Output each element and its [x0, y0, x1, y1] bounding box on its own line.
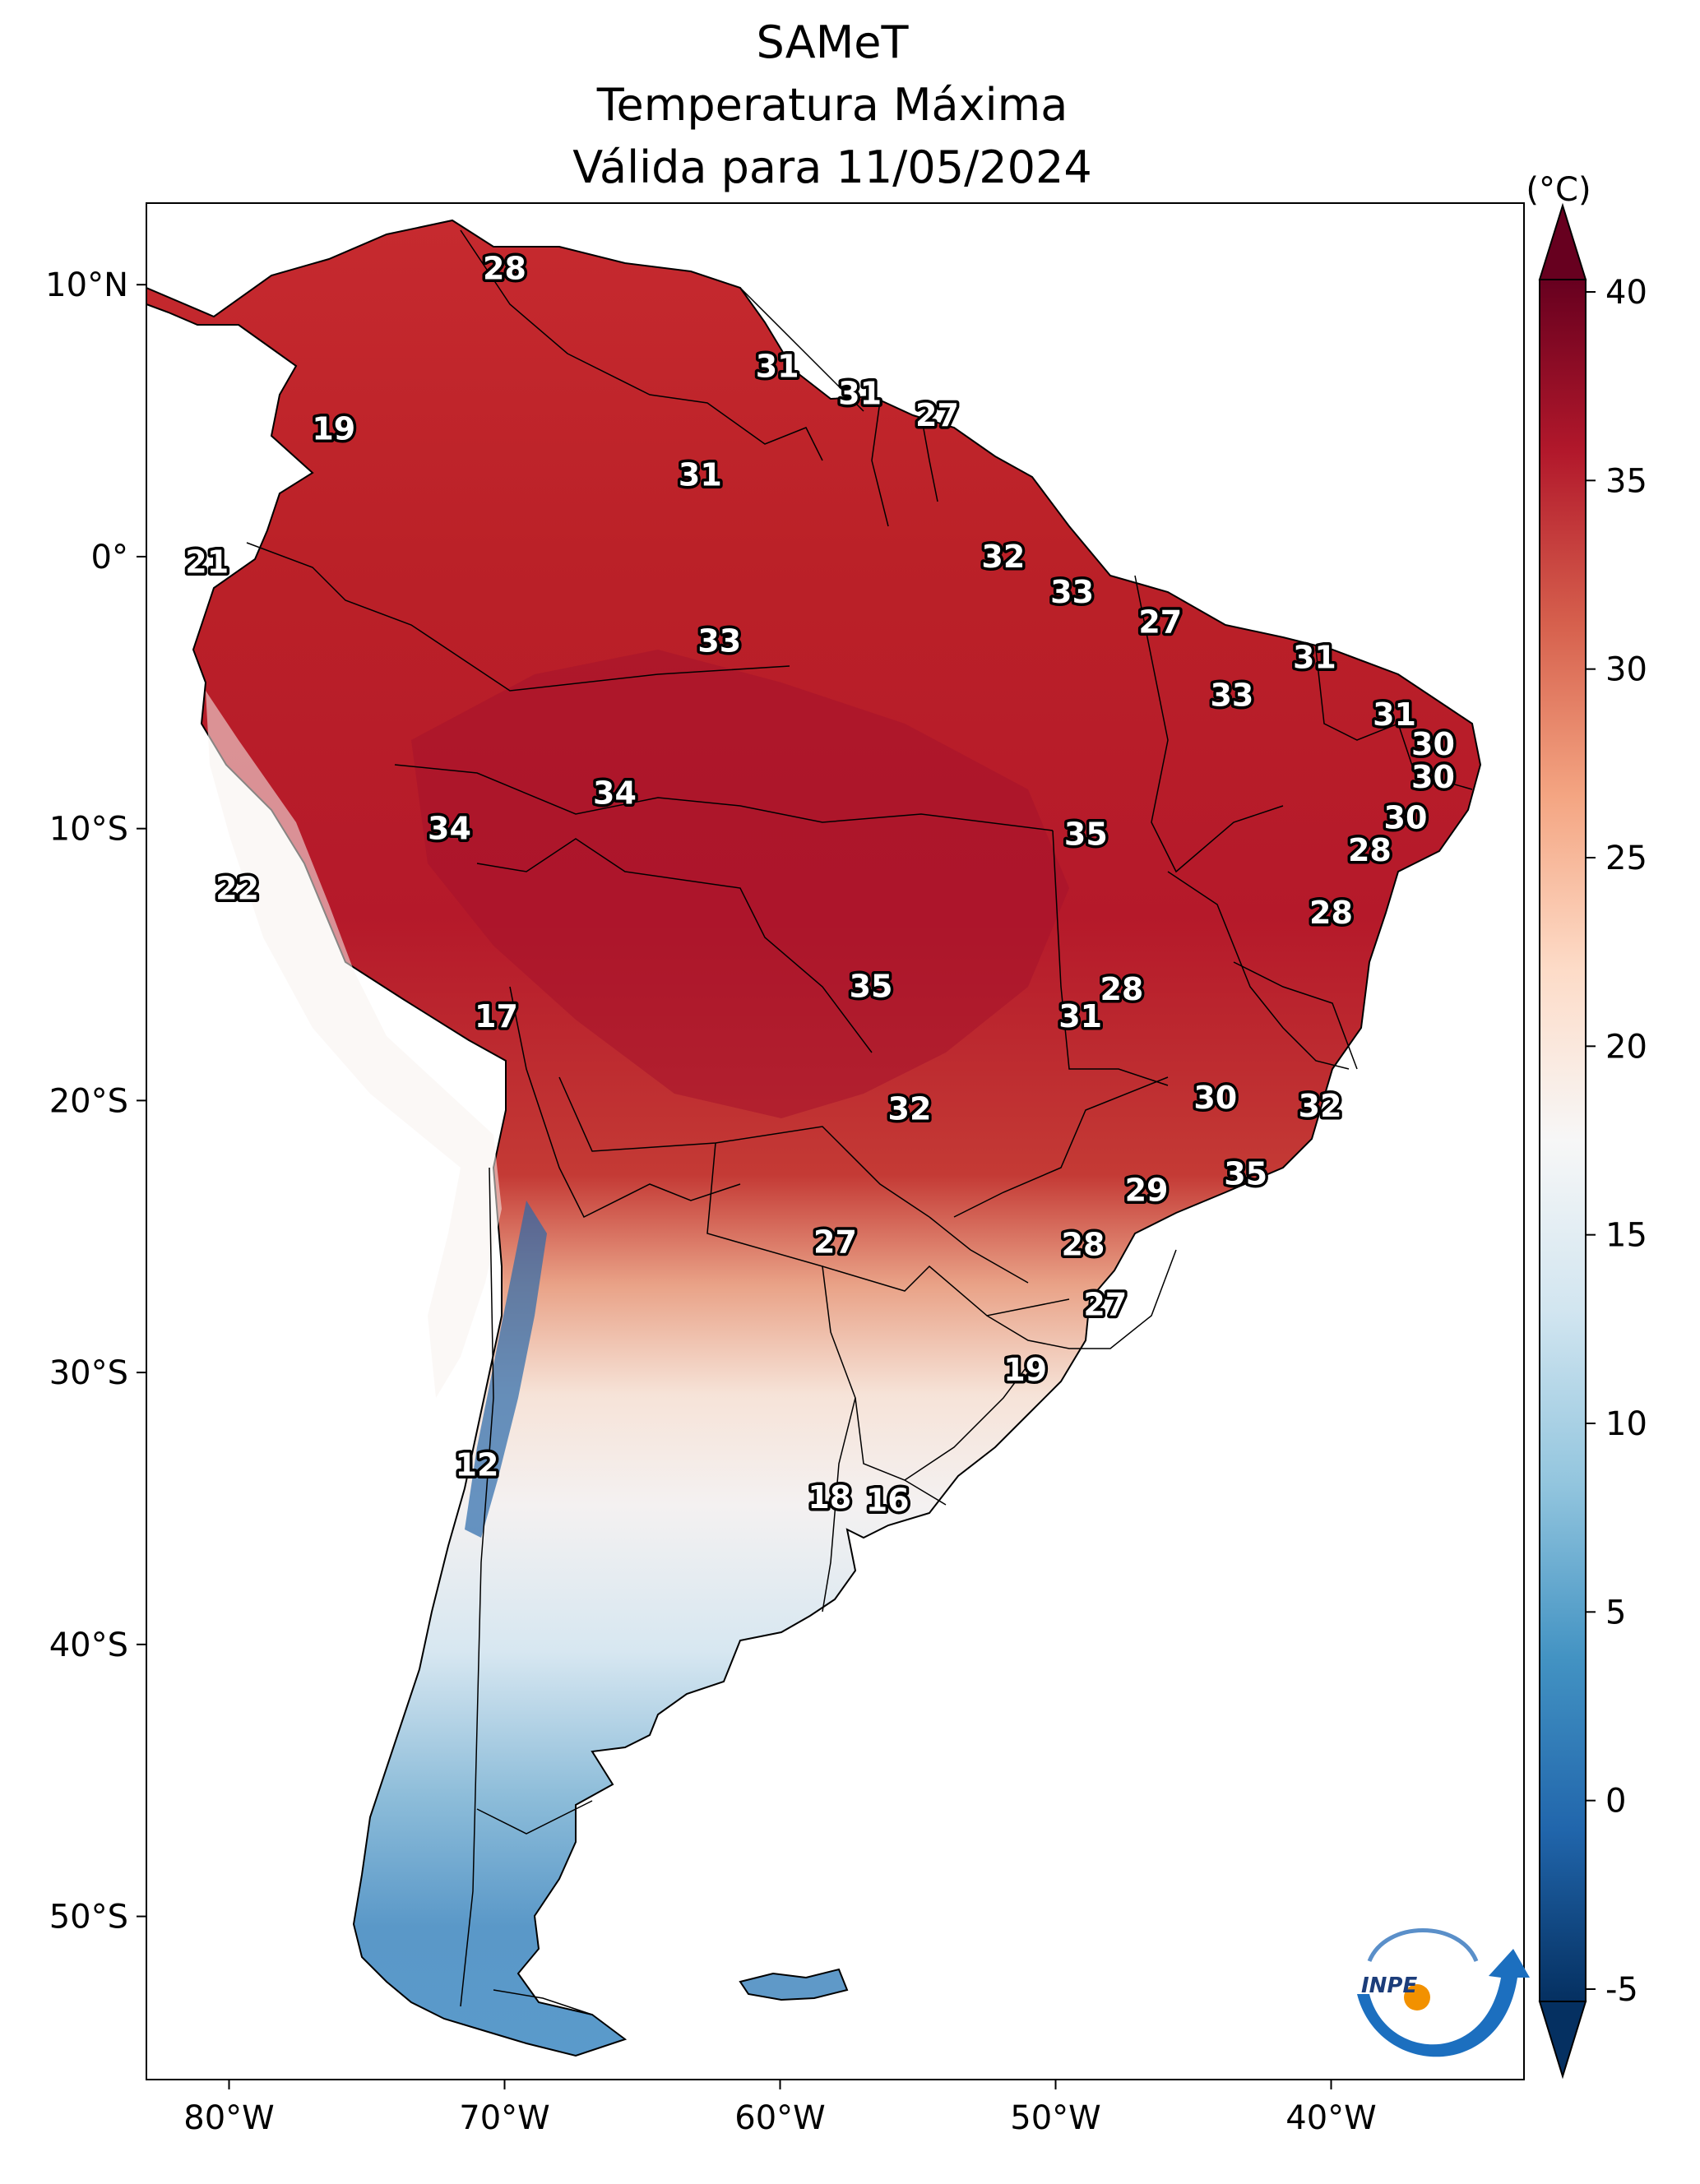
colorbar-unit-label: (°C): [1526, 171, 1591, 209]
colorbar-tick-label: 30: [1605, 651, 1647, 689]
temperature-value: 31: [756, 348, 799, 384]
temperature-value: 31: [679, 457, 722, 493]
temperature-value: 34: [593, 775, 637, 812]
temperature-value: 31: [838, 376, 882, 412]
lon-tick-label: 70°W: [459, 2099, 549, 2137]
lon-tick-label: 80°W: [183, 2099, 274, 2137]
temperature-value: 35: [1224, 1156, 1267, 1192]
temperature-value: 22: [215, 870, 259, 906]
hot-core-region: [411, 650, 1069, 1118]
temperature-value: 29: [1125, 1173, 1169, 1209]
temperature-value: 33: [1050, 574, 1094, 610]
colorbar-tick-label: 10: [1605, 1405, 1647, 1443]
lon-tick-label: 40°W: [1285, 2099, 1376, 2137]
temperature-value: 18: [808, 1479, 851, 1515]
country-borders: [246, 229, 1473, 2015]
lon-tick-label: 50°W: [1010, 2099, 1100, 2137]
temperature-value: 28: [1100, 971, 1143, 1007]
temperature-value: 32: [1299, 1088, 1342, 1124]
temperature-value: 27: [915, 397, 959, 433]
temperature-value: 27: [1138, 604, 1182, 640]
plot-frame: [146, 202, 1525, 2080]
temperature-value: 12: [456, 1447, 499, 1483]
lat-tick-label: 10°S: [49, 811, 128, 849]
temperature-value: 16: [866, 1483, 910, 1519]
temperature-value: 28: [1062, 1227, 1105, 1263]
map-area: [146, 202, 1525, 2080]
colorbar-upper-extend: [1538, 202, 1587, 280]
temperature-value: 17: [475, 998, 518, 1034]
temperature-value: 33: [697, 622, 741, 659]
temperature-value: 32: [981, 539, 1025, 575]
title-line-1: SAMeT: [756, 16, 909, 68]
temperature-value: 33: [1210, 678, 1253, 714]
lat-tick-label: 40°S: [49, 1626, 128, 1664]
temperature-value: 27: [1083, 1286, 1127, 1322]
temperature-value: 34: [428, 811, 471, 847]
lat-tick-label: 20°S: [49, 1082, 128, 1120]
temperature-value: 35: [850, 968, 893, 1004]
colorbar-lower-extend: [1538, 2001, 1587, 2080]
temperature-value: 28: [1348, 832, 1392, 868]
temperature-value: 35: [1064, 816, 1108, 852]
title-line-2: Temperatura Máxima: [596, 79, 1068, 131]
temperature-value: 30: [1193, 1080, 1237, 1116]
title-line-3: Válida para 11/05/2024: [572, 141, 1092, 193]
temperature-value: 19: [312, 411, 355, 447]
falkland-islands: [739, 1968, 849, 2001]
temperature-value: 31: [1373, 696, 1416, 733]
temperature-value: 28: [1309, 895, 1353, 931]
colorbar-tick-label: 5: [1605, 1594, 1626, 1631]
colorbar-gradient: [1539, 279, 1587, 2002]
temperature-value: 31: [1058, 998, 1102, 1034]
lon-tick-label: 60°W: [734, 2099, 825, 2137]
andes-cool-band: [206, 691, 502, 1398]
temperature-value: 30: [1411, 759, 1455, 795]
colorbar-tick-label: 0: [1605, 1783, 1626, 1821]
temperature-value: 32: [888, 1090, 932, 1127]
colorbar: (°C) 40 35 30 25 20 15 10 5 0 -5: [1526, 171, 1647, 2080]
logo-text: INPE: [1361, 1973, 1417, 1998]
colorbar-tick-label: 25: [1605, 840, 1647, 877]
temperature-value: 19: [1003, 1352, 1047, 1388]
colorbar-tick-label: 35: [1605, 462, 1647, 500]
logo-sun-icon: [1404, 1984, 1430, 2010]
temperature-value: 30: [1384, 799, 1428, 835]
inpe-logo: INPE: [1357, 1928, 1530, 2057]
temperature-value: 31: [1293, 639, 1336, 675]
temperature-value: 27: [813, 1224, 857, 1260]
lat-tick-label: 0°: [91, 539, 128, 576]
logo-orbit-icon: [1367, 1928, 1479, 1963]
logo-swoosh-icon: [1357, 1949, 1530, 2057]
colorbar-tick-label: 20: [1605, 1028, 1647, 1066]
longitude-axis: 80°W 70°W 60°W 50°W 40°W: [183, 2080, 1377, 2137]
colorbar-ticks: 40 35 30 25 20 15 10 5 0 -5: [1586, 274, 1647, 2009]
temperature-value: 28: [483, 250, 526, 286]
andes-cold-ridge: [465, 1201, 547, 1538]
lat-tick-label: 50°S: [49, 1899, 128, 1936]
lat-tick-label: 10°N: [45, 266, 128, 304]
temperature-value: 30: [1411, 726, 1455, 762]
lat-tick-label: 30°S: [49, 1354, 128, 1392]
colorbar-tick-label: 15: [1605, 1217, 1647, 1255]
temperature-value: 21: [185, 544, 229, 581]
colorbar-tick-label: 40: [1605, 274, 1647, 312]
colorbar-tick-label: -5: [1605, 1971, 1638, 2009]
latitude-axis: 10°N 0° 10°S 20°S 30°S 40°S 50°S: [45, 266, 146, 1936]
